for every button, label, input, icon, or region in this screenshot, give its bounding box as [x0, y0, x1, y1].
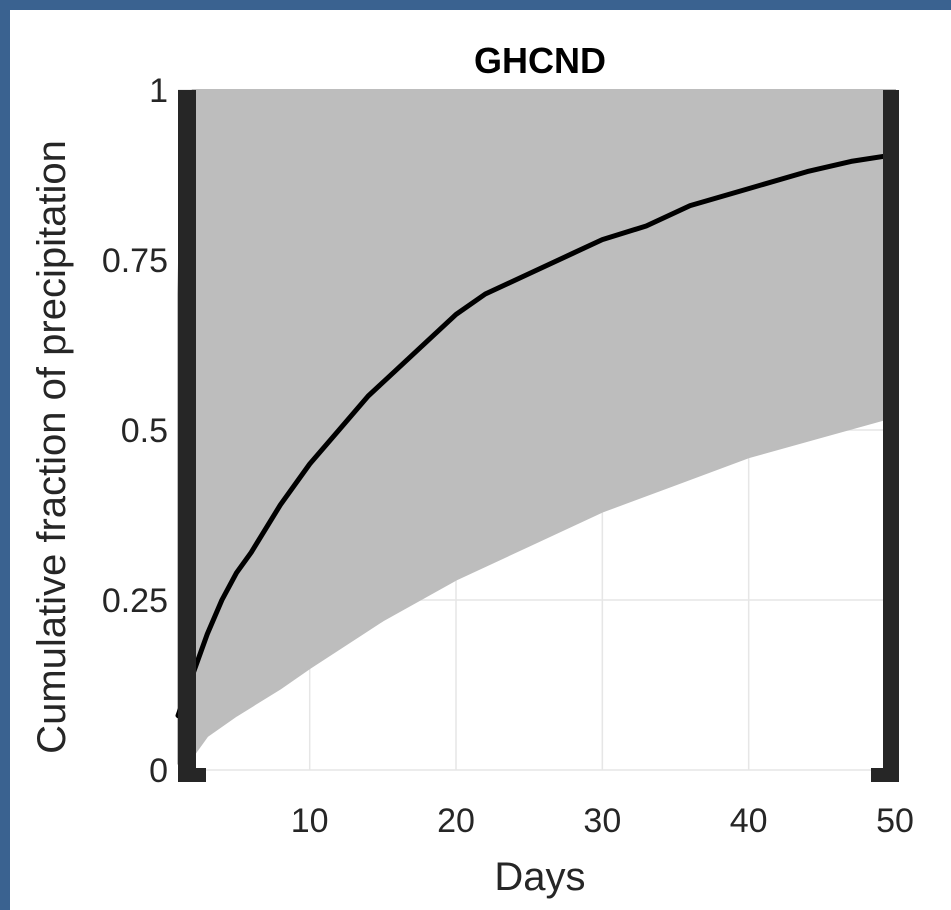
tick-labels: 0 0.25 0.5 0.75 1 10 20 30 40 50 — [102, 72, 914, 840]
y-tick-label-3: 0.75 — [102, 242, 168, 280]
x-tick-label-2: 30 — [583, 802, 621, 840]
bottom-right-block — [871, 768, 899, 782]
series-line-0 — [175, 152, 898, 719]
precip-envelope — [177, 89, 896, 765]
right-edge-bar — [883, 90, 899, 782]
x-axis-label: Days — [494, 855, 585, 899]
x-tick-label-1: 20 — [437, 802, 475, 840]
y-tick-label-0: 0 — [149, 752, 168, 790]
chart-title: GHCND — [474, 40, 606, 81]
y-axis-label: Cumulative fraction of precipitation — [30, 140, 74, 754]
bottom-left-block — [178, 768, 206, 782]
figure-frame: 0 0.25 0.5 0.75 1 10 20 30 40 50 GHCND Days Cumul… — [10, 10, 951, 910]
left-edge-bar — [178, 90, 196, 782]
x-tick-label-4: 50 — [876, 802, 914, 840]
envelope-layer — [177, 89, 896, 765]
x-tick-label-0: 10 — [291, 802, 329, 840]
y-tick-label-2: 0.5 — [121, 412, 168, 450]
axes-layer — [178, 90, 899, 782]
y-tick-label-4: 1 — [149, 72, 168, 110]
x-tick-label-3: 40 — [730, 802, 768, 840]
y-tick-label-1: 0.25 — [102, 582, 168, 620]
cumulative-precip-chart: 0 0.25 0.5 0.75 1 10 20 30 40 50 GHCND Days Cumul… — [30, 40, 914, 899]
series-layer — [175, 152, 898, 719]
